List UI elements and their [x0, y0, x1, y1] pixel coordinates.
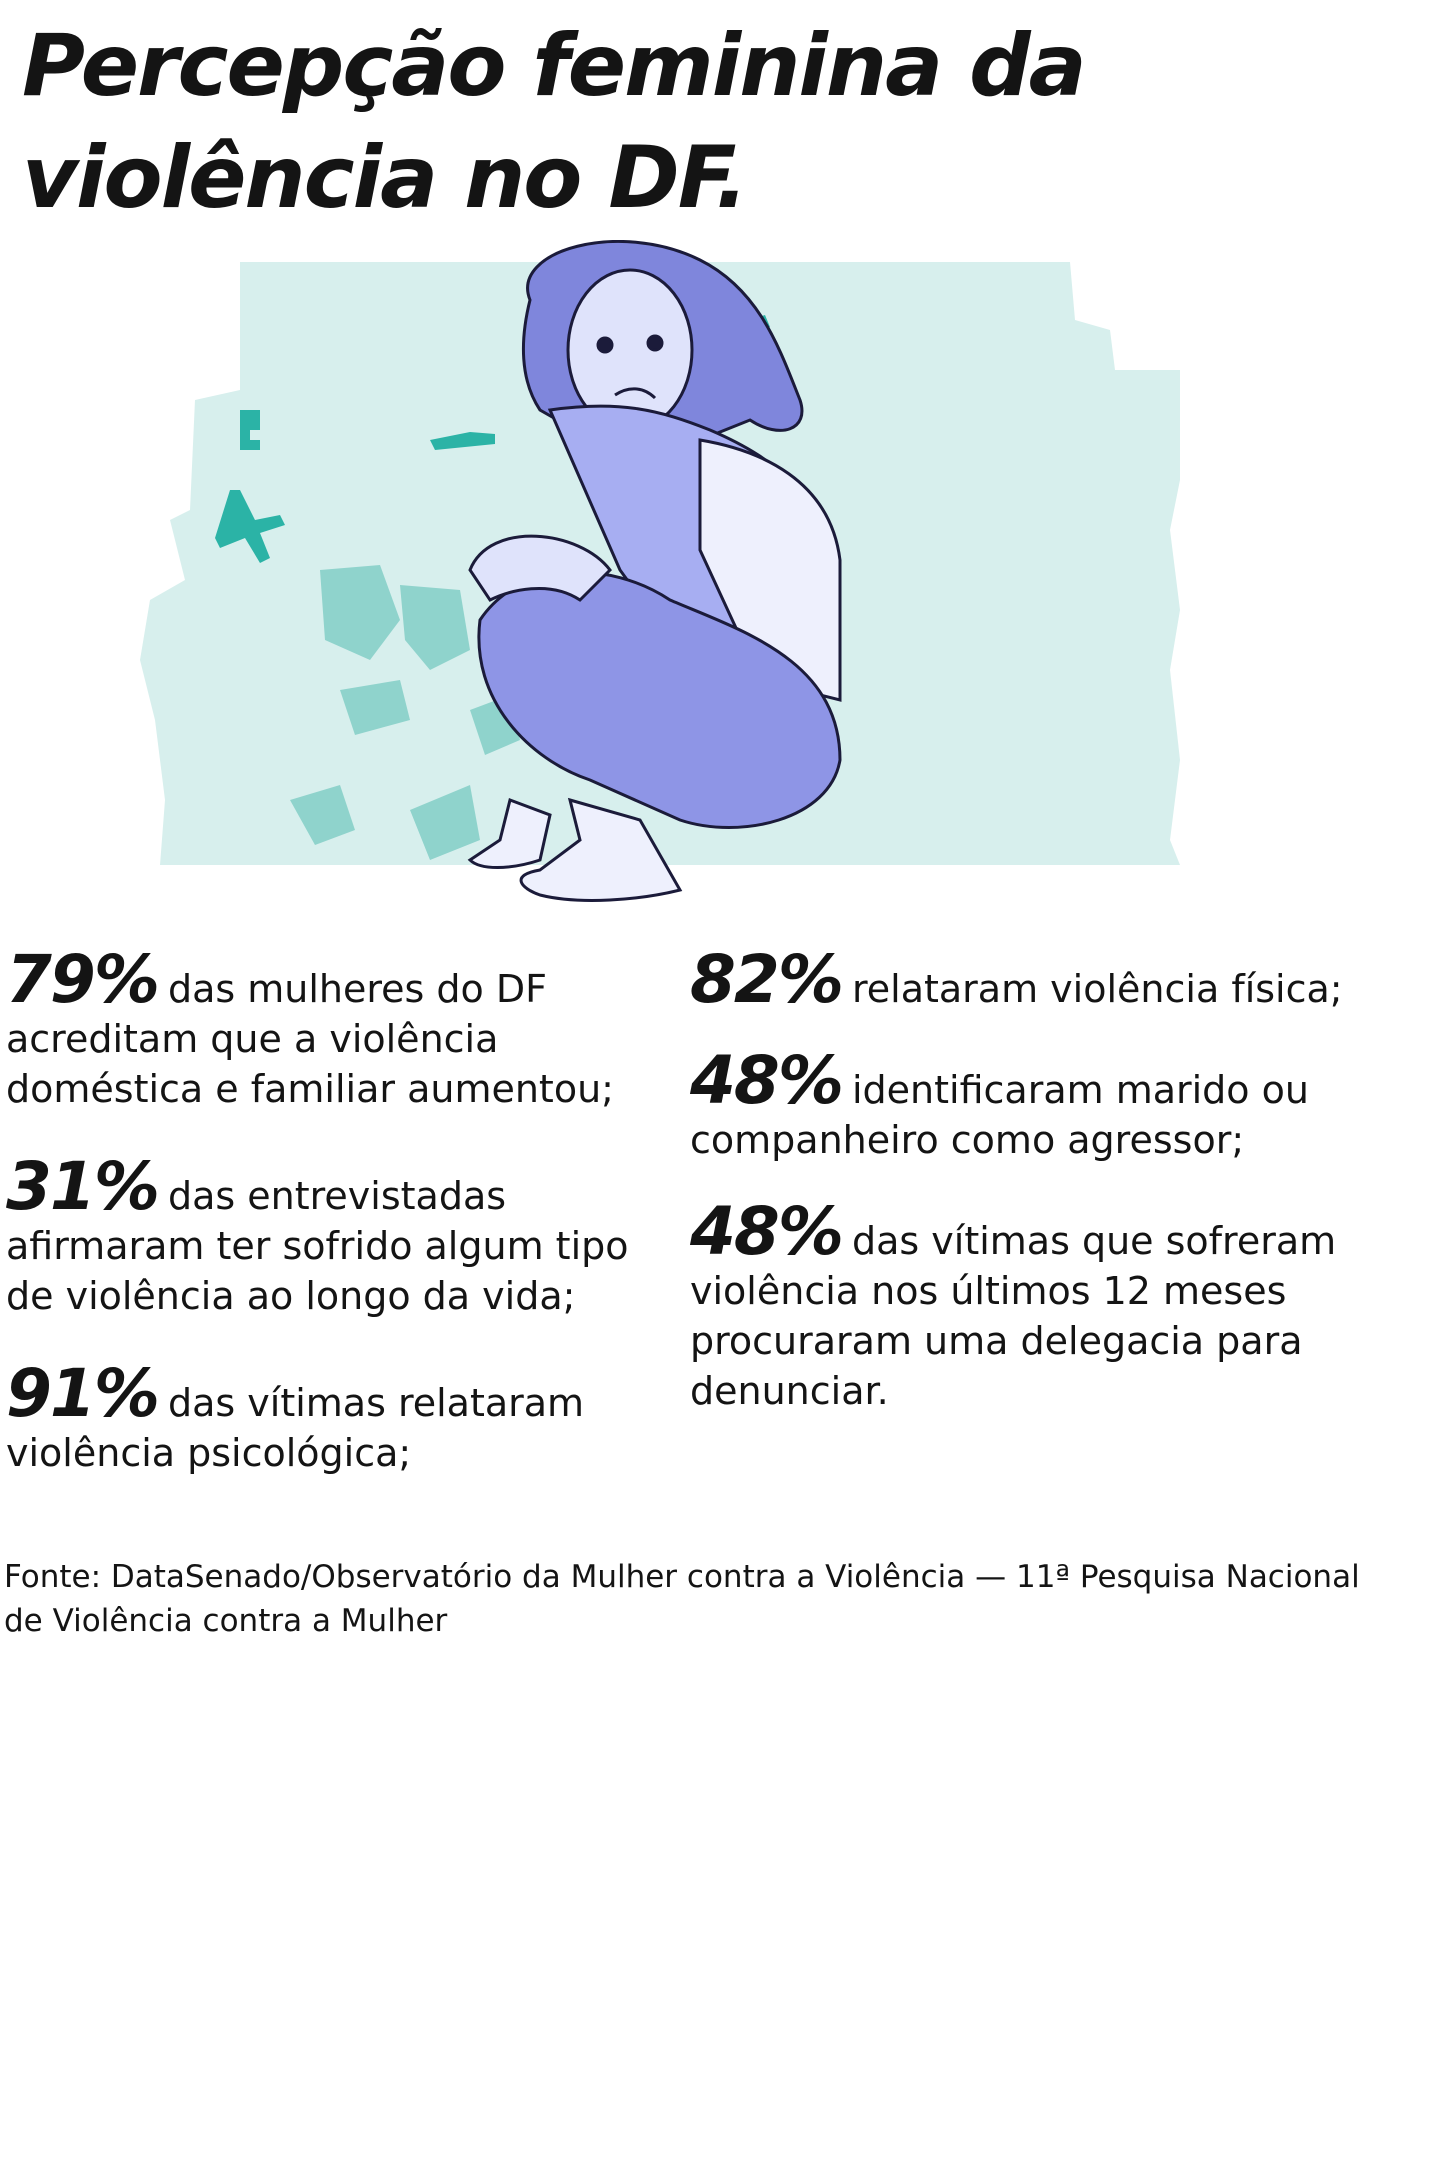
stats-left: 79% das mulheres do DF acreditam que a vi…: [6, 947, 646, 1526]
stat-text: identificaram marido ou companheiro como…: [690, 1068, 1309, 1162]
stat-value: 31%: [6, 1148, 160, 1225]
stat: 31% das entrevistadas afirmaram ter sofri…: [6, 1154, 646, 1321]
illustration: [140, 240, 1180, 902]
woman: [467, 240, 842, 902]
stat: 91% das vítimas relataram violência psico…: [6, 1361, 646, 1478]
stat: 48% identificaram marido ou companheiro c…: [690, 1048, 1420, 1165]
stat: 48% das vítimas que sofreram violência no…: [690, 1199, 1420, 1416]
stat-text: das mulheres do DF acreditam que a violê…: [6, 967, 614, 1111]
map-regions: [290, 565, 520, 860]
stat-value: 48%: [690, 1193, 844, 1270]
stats-right: 82% relataram violência física; 48% identi…: [690, 947, 1420, 1458]
stat-text: das entrevistadas afirmaram ter sofrido …: [6, 1174, 629, 1318]
title: Percepção feminina da violência no DF.: [22, 16, 1087, 228]
stat: 79% das mulheres do DF acreditam que a vi…: [6, 947, 646, 1114]
stat-value: 48%: [690, 1042, 844, 1119]
source: Fonte: DataSenado/Observatório da Mulher…: [4, 1559, 1360, 1639]
stat-text: relataram violência física;: [851, 967, 1343, 1011]
stat-value: 79%: [6, 941, 160, 1018]
stat: 82% relataram violência física;: [690, 947, 1420, 1014]
stat-value: 91%: [6, 1355, 160, 1432]
stat-value: 82%: [690, 941, 844, 1018]
stat-text: das vítimas relataram violência psicológ…: [6, 1381, 585, 1475]
stat-text: das vítimas que sofreram violência nos ú…: [690, 1219, 1337, 1413]
